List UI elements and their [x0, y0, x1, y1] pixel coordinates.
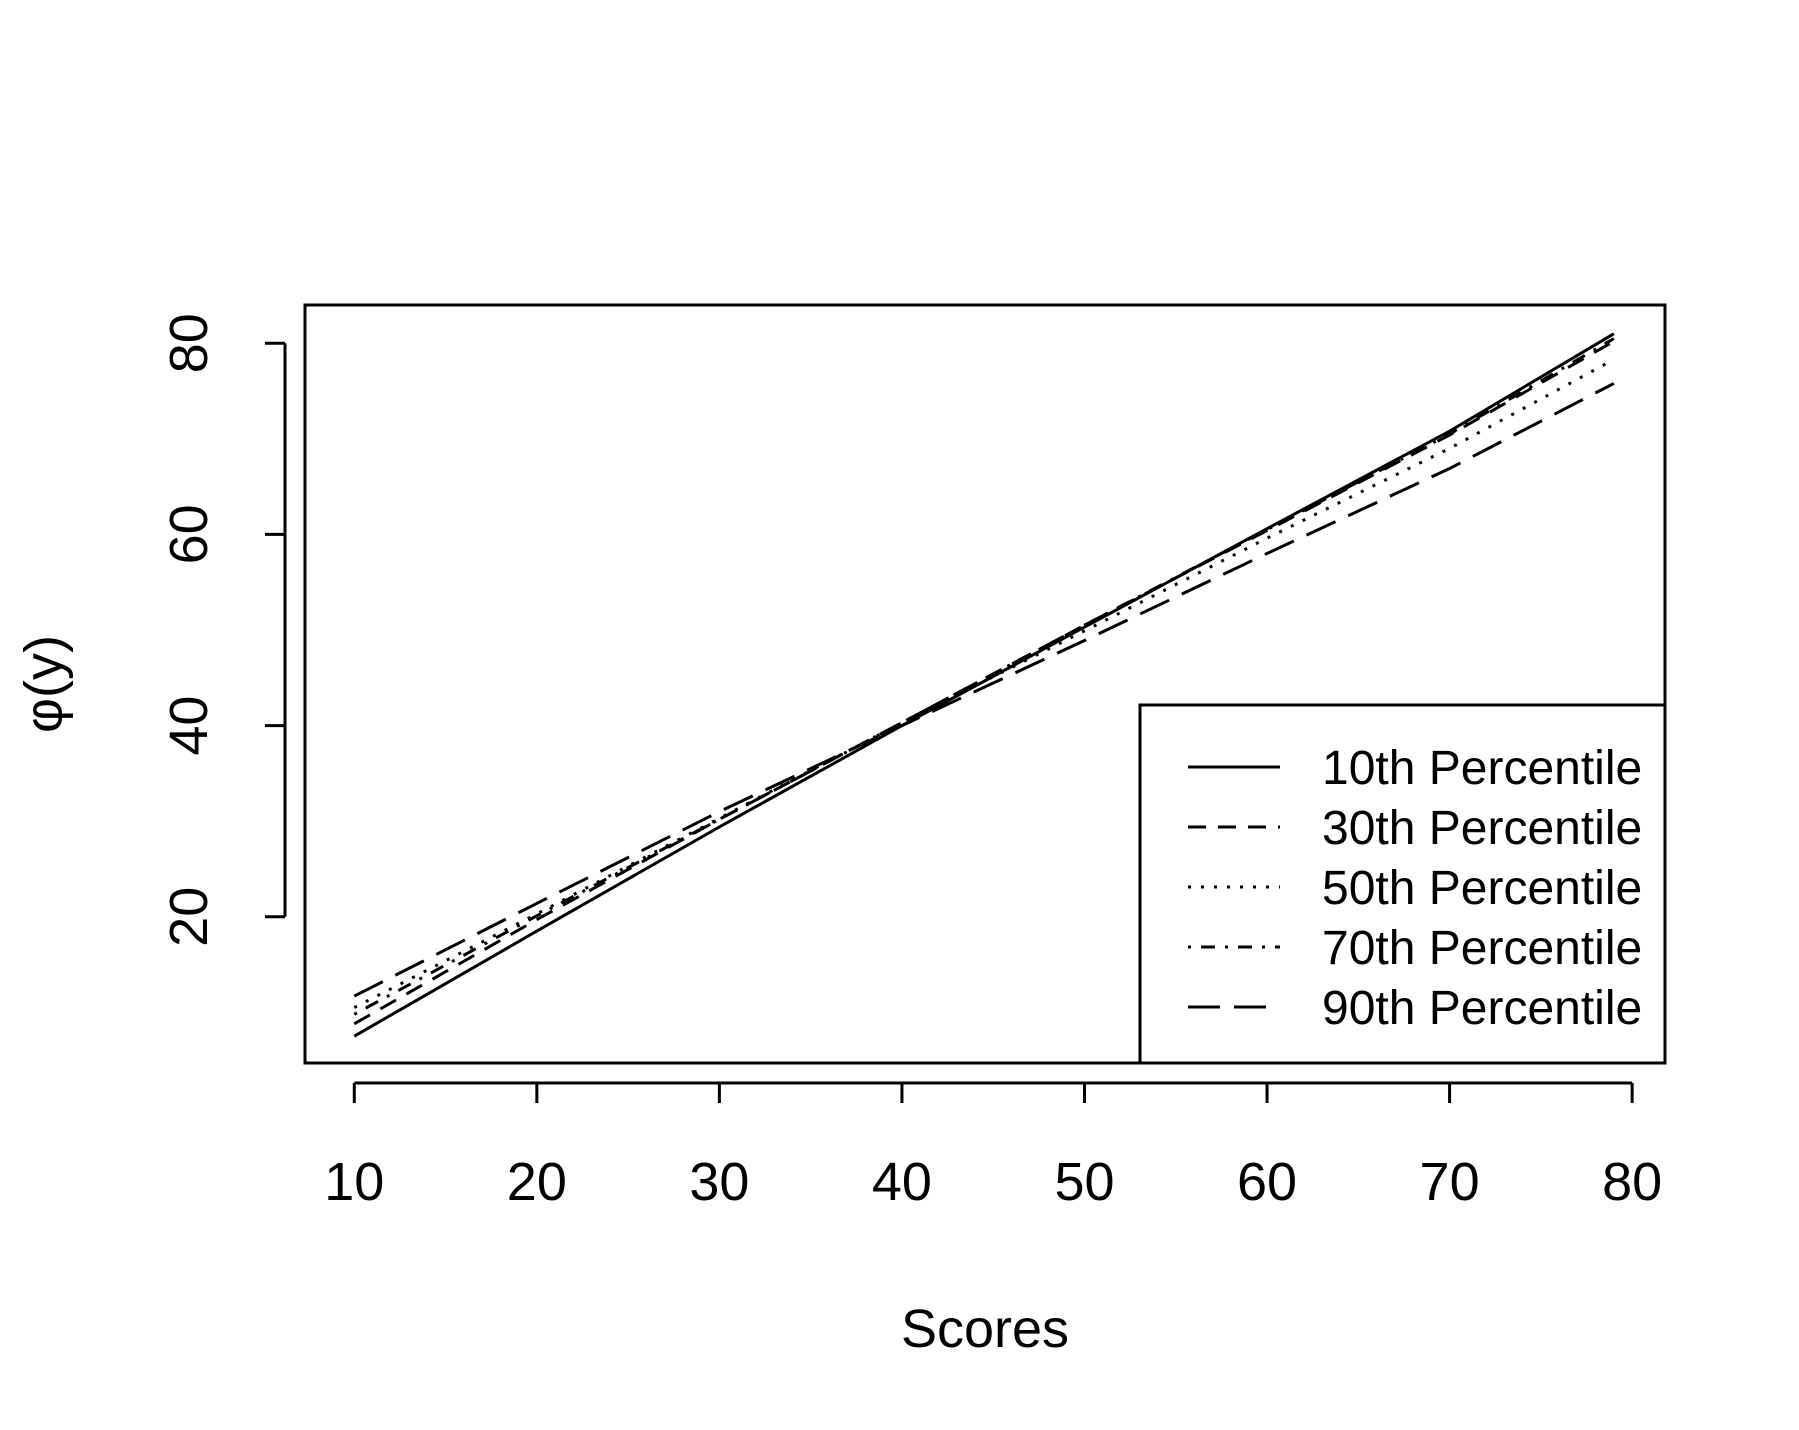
- legend: 10th Percentile 30th Percentile 50th Perce…: [1138, 703, 1667, 1065]
- y-tick-label: 80: [159, 313, 219, 373]
- x-tick-label: 40: [872, 1152, 932, 1212]
- legend-label: 10th Percentile: [1322, 742, 1642, 795]
- y-tick-label: 20: [159, 887, 219, 947]
- legend-item: 70th Percentile: [1188, 922, 1642, 975]
- x-tick-label: 70: [1420, 1152, 1480, 1212]
- legend-item: 50th Percentile: [1188, 862, 1642, 915]
- x-tick-label: 10: [324, 1152, 384, 1212]
- legend-item: 10th Percentile: [1188, 742, 1642, 795]
- legend-label: 50th Percentile: [1322, 862, 1642, 915]
- y-tick-label: 40: [159, 696, 219, 756]
- plot-frame: [303, 303, 1667, 1065]
- x-tick-label: 20: [507, 1152, 567, 1212]
- x-axis-title: Scores: [901, 1299, 1069, 1359]
- x-tick-label: 80: [1602, 1152, 1662, 1212]
- legend-item: 90th Percentile: [1188, 982, 1642, 1035]
- x-tick-label: 30: [689, 1152, 749, 1212]
- y-axis: 20 40 60 80: [159, 313, 287, 947]
- x-axis: 10 20 30 40 50 60 70 80: [324, 1081, 1662, 1212]
- legend-label: 90th Percentile: [1322, 982, 1642, 1035]
- legend-label: 70th Percentile: [1322, 922, 1642, 975]
- legend-box: [1138, 703, 1667, 1065]
- y-tick-label: 60: [159, 504, 219, 564]
- series-line-5: [353, 382, 1615, 998]
- y-axis-title: φ(y): [14, 635, 74, 733]
- series-line-4: [353, 337, 1615, 1016]
- x-tick-label: 50: [1054, 1152, 1114, 1212]
- series-layer: [353, 332, 1615, 1038]
- legend-label: 30th Percentile: [1322, 802, 1642, 855]
- legend-item: 30th Percentile: [1188, 802, 1642, 855]
- x-tick-label: 60: [1237, 1152, 1297, 1212]
- series-line-1: [353, 332, 1615, 1038]
